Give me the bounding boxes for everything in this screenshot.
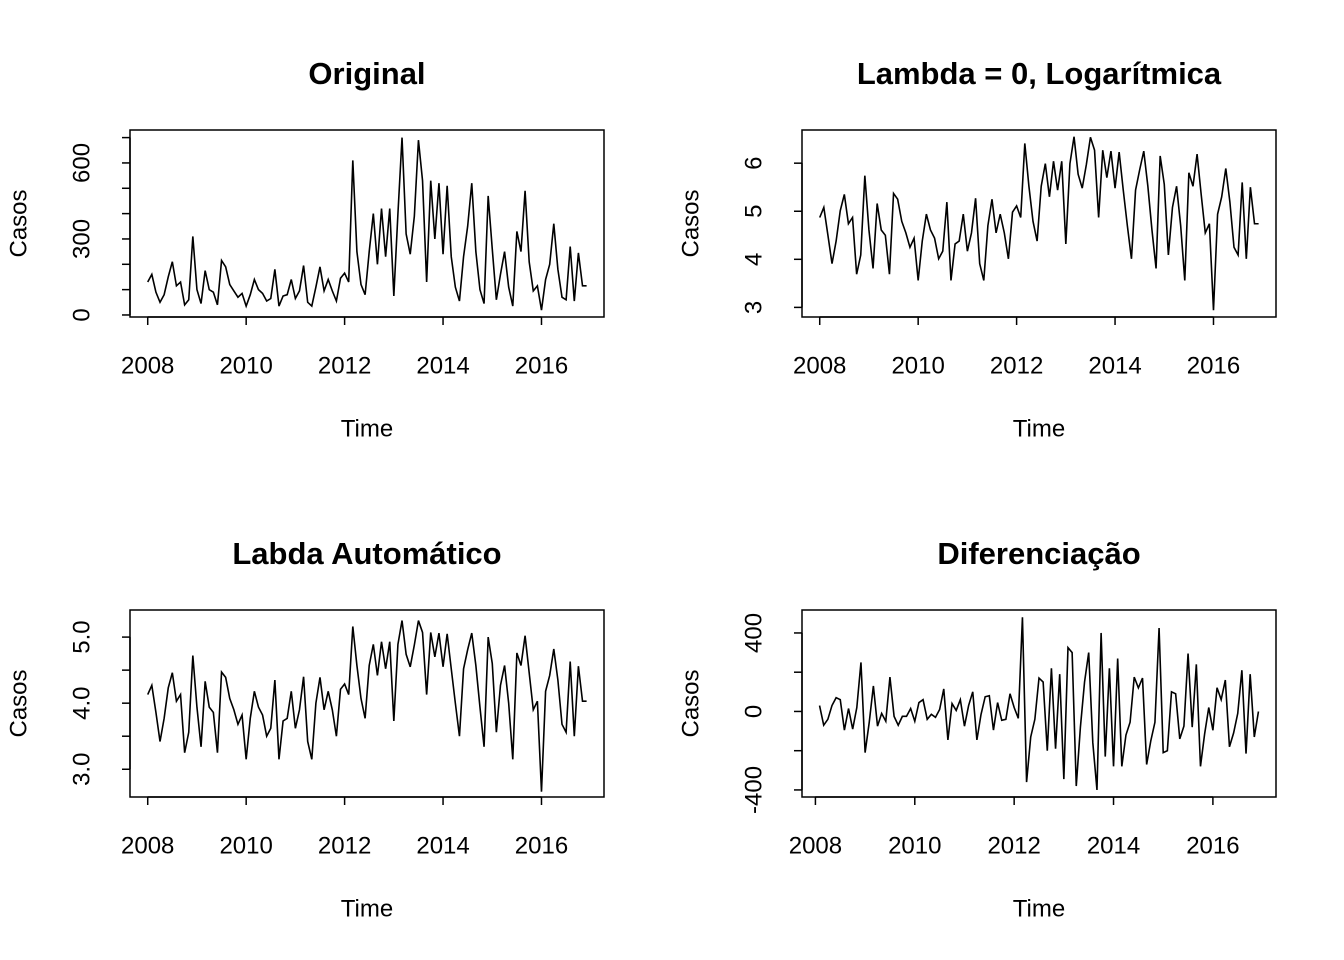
y-tick-label: 0	[68, 308, 95, 321]
y-tick-label: 5	[740, 205, 767, 218]
x-tick-label: 2010	[888, 832, 941, 859]
x-tick-label: 2008	[789, 832, 842, 859]
x-axis-label: Time	[341, 895, 393, 922]
y-tick-label: 300	[68, 219, 95, 259]
y-axis-label: Casos	[5, 669, 32, 737]
plot-box	[801, 609, 1277, 798]
x-tick-label: 2008	[793, 352, 846, 379]
y-tick-label: 0	[740, 705, 767, 718]
x-tick-label: 2016	[515, 832, 568, 859]
x-tick-label: 2012	[318, 832, 371, 859]
chart-title: Labda Automático	[232, 536, 501, 571]
x-tick-label: 2012	[987, 832, 1040, 859]
series-line	[146, 620, 587, 792]
x-tick-label: 2012	[990, 352, 1043, 379]
y-axis-label: Casos	[677, 189, 704, 257]
x-tick-label: 2014	[416, 832, 469, 859]
x-tick-label: 2016	[1186, 832, 1239, 859]
y-tick-label: 5.0	[68, 620, 95, 653]
x-tick-label: 2012	[318, 352, 371, 379]
chart-title: Original	[308, 56, 425, 91]
series-line	[818, 136, 1259, 311]
y-axis-label: Casos	[5, 189, 32, 257]
y-tick-label: 4.0	[68, 686, 95, 719]
y-tick-label: 3	[740, 301, 767, 314]
x-tick-label: 2014	[1088, 352, 1141, 379]
x-tick-label: 2010	[219, 352, 272, 379]
x-tick-label: 2008	[121, 352, 174, 379]
x-tick-label: 2014	[1087, 832, 1140, 859]
x-tick-label: 2016	[515, 352, 568, 379]
x-axis-label: Time	[1013, 895, 1065, 922]
y-axis-label: Casos	[677, 669, 704, 737]
x-axis-label: Time	[1013, 415, 1065, 442]
x-axis-label: Time	[341, 415, 393, 442]
chart-title: Diferenciação	[937, 536, 1140, 571]
y-tick-label: -400	[740, 766, 767, 814]
y-tick-label: 600	[68, 143, 95, 183]
y-tick-label: 4	[740, 253, 767, 266]
x-tick-label: 2010	[219, 832, 272, 859]
x-tick-label: 2016	[1187, 352, 1240, 379]
series-line	[818, 617, 1260, 791]
y-tick-label: 3.0	[68, 753, 95, 786]
y-tick-label: 6	[740, 156, 767, 169]
x-tick-label: 2008	[121, 832, 174, 859]
y-tick-label: 400	[740, 613, 767, 653]
chart-title: Lambda = 0, Logarítmica	[857, 56, 1222, 91]
x-tick-label: 2014	[416, 352, 469, 379]
x-tick-label: 2010	[891, 352, 944, 379]
series-line	[147, 137, 587, 311]
